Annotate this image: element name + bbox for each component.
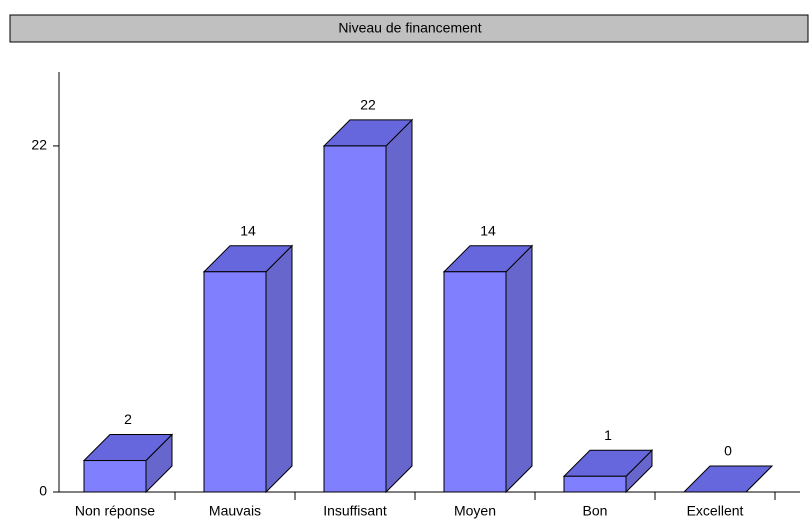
bar (202, 244, 294, 494)
bar-side (505, 244, 533, 494)
bar-front (443, 271, 507, 493)
x-tick-label: Bon (583, 503, 608, 519)
y-tick-label: 0 (39, 483, 47, 499)
bar-front (83, 460, 147, 493)
bar-top (682, 465, 774, 493)
value-label: 2 (124, 411, 132, 427)
bar-front (563, 475, 627, 493)
x-tick-label: Insuffisant (323, 503, 387, 519)
chart-title: Niveau de financement (338, 20, 481, 36)
x-tick-label: Excellent (687, 503, 744, 519)
bar (82, 433, 174, 494)
title-bar (9, 14, 809, 43)
x-tick-label: Moyen (454, 503, 496, 519)
value-label: 1 (604, 427, 612, 443)
bar-front (323, 145, 387, 493)
y-tick-label: 22 (31, 137, 47, 153)
bar (682, 465, 774, 493)
value-label: 14 (480, 222, 496, 238)
bar-side (265, 244, 293, 494)
bar-side (385, 118, 413, 494)
bar (442, 244, 534, 494)
bar (562, 449, 654, 494)
bar (322, 118, 414, 494)
bar-front (203, 271, 267, 493)
value-label: 14 (240, 222, 256, 238)
x-tick-label: Mauvais (209, 503, 261, 519)
value-label: 22 (360, 97, 376, 113)
x-tick-label: Non réponse (75, 503, 155, 519)
value-label: 0 (724, 443, 732, 459)
